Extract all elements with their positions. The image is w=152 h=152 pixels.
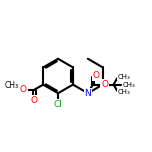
Text: O: O <box>20 85 27 94</box>
Text: Cl: Cl <box>54 100 62 109</box>
Text: CH₃: CH₃ <box>118 74 131 80</box>
Text: O: O <box>93 71 100 80</box>
Text: N: N <box>85 89 91 98</box>
Text: O: O <box>101 80 108 89</box>
Text: CH₃: CH₃ <box>5 81 19 90</box>
Text: O: O <box>31 96 38 105</box>
Text: CH₃: CH₃ <box>122 81 135 88</box>
Text: CH₃: CH₃ <box>118 89 131 95</box>
